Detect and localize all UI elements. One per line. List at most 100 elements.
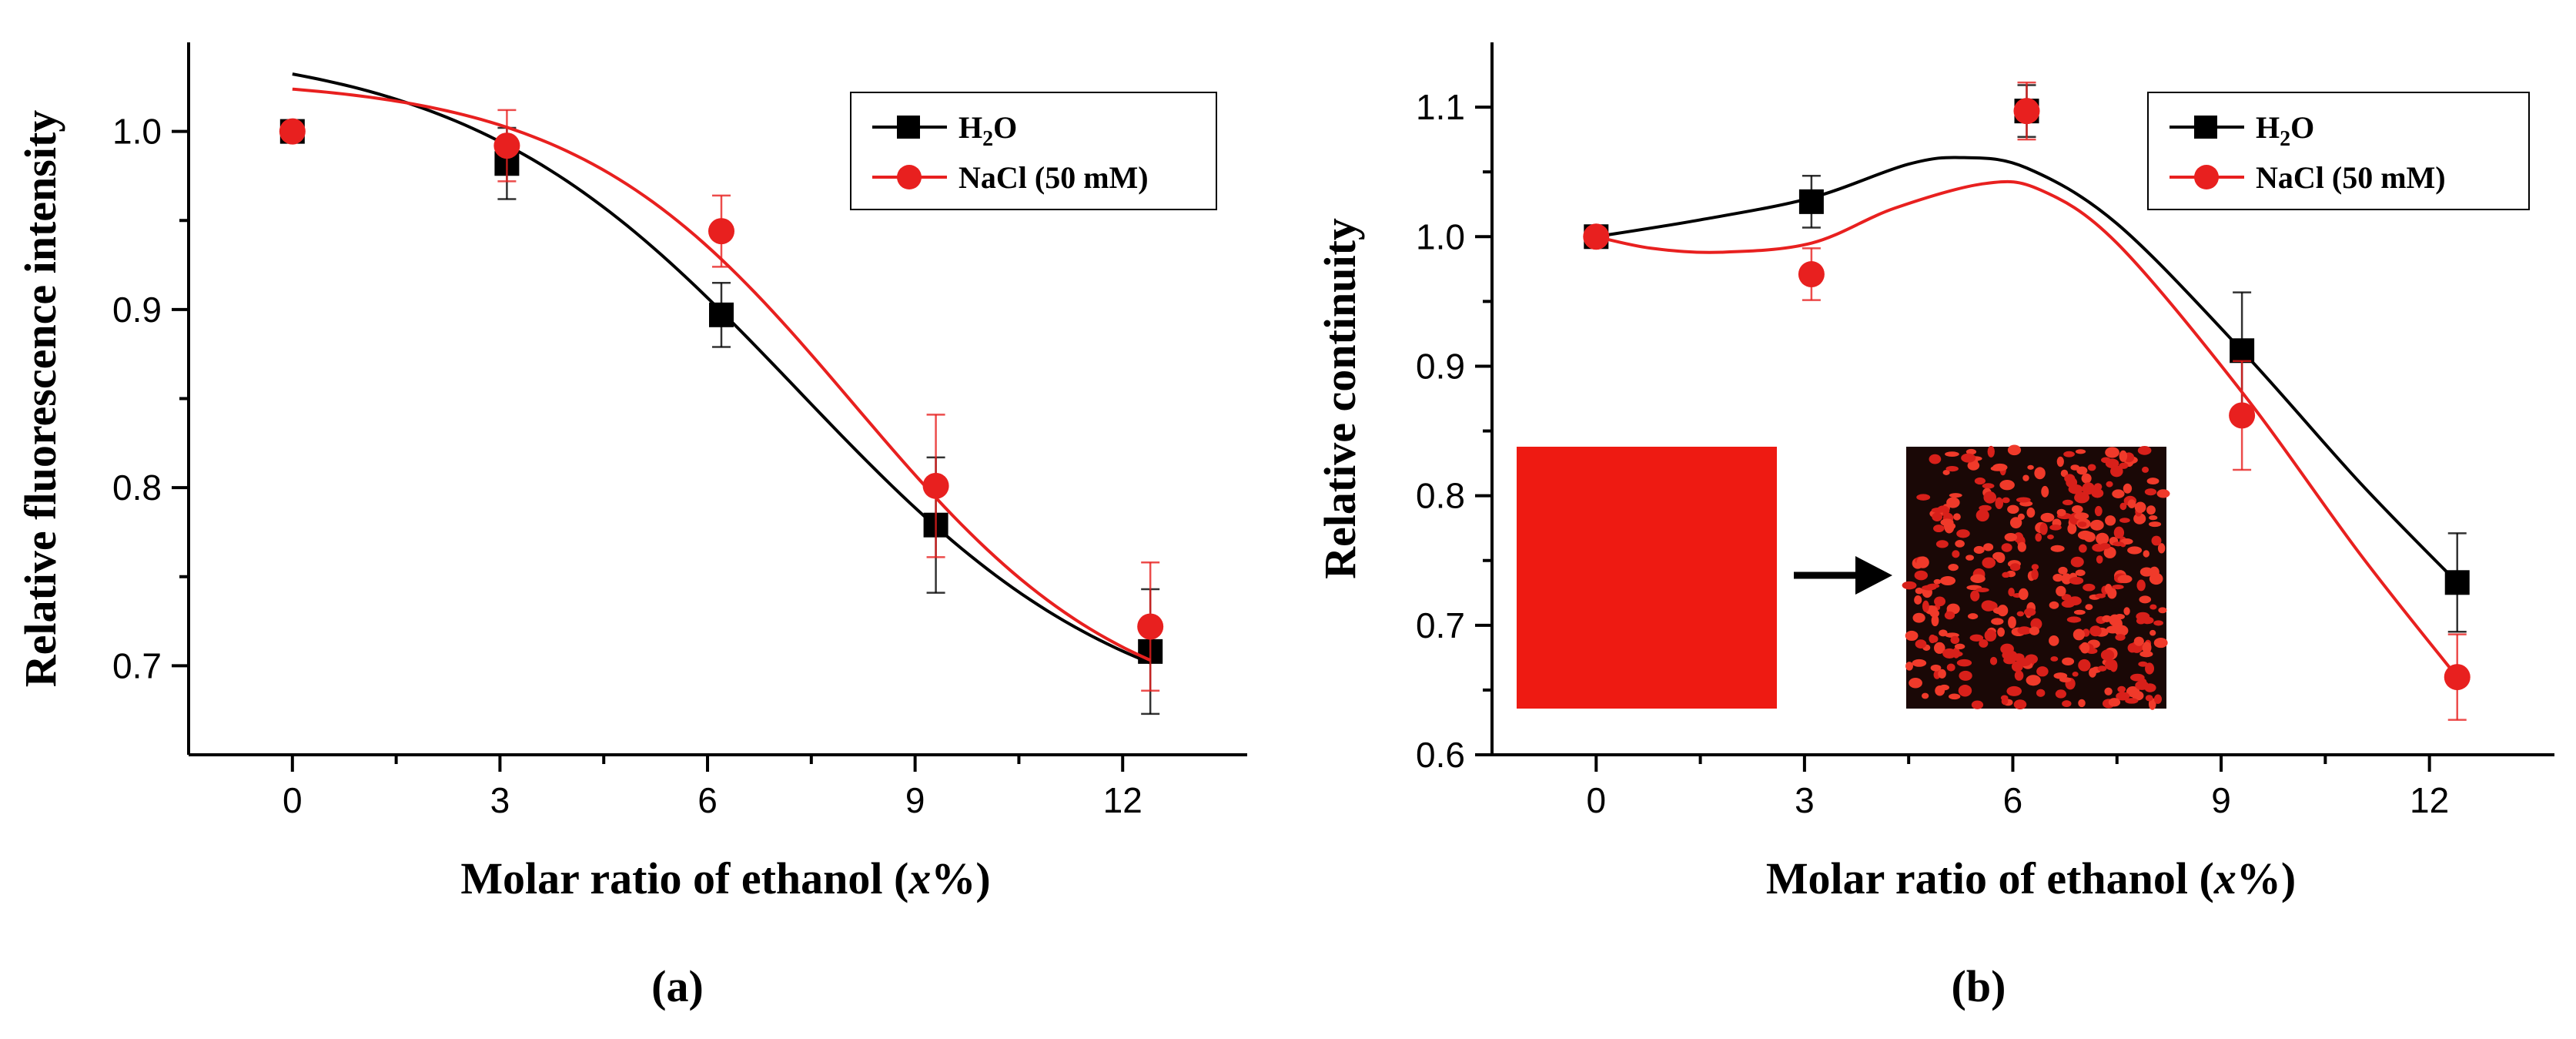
micrograph-fragment (2052, 574, 2063, 582)
micrograph-fragment (2089, 668, 2096, 678)
micrograph-fragment (2127, 643, 2137, 653)
x-tick-label: 3 (1795, 780, 1815, 820)
micrograph-fragment (2056, 456, 2064, 468)
micrograph-fragment (2075, 449, 2086, 454)
micrograph-fragment (2018, 658, 2032, 667)
series-nacl (279, 87, 1164, 692)
micrograph-fragment (1935, 540, 1949, 548)
micrograph-fragment (2061, 600, 2076, 608)
micrograph-fragment (1921, 692, 1929, 699)
micrograph-fragment (2031, 568, 2039, 580)
micrograph-fragment (2018, 588, 2029, 600)
legend-label-sub: 2 (982, 127, 993, 151)
micrograph-fragment (2146, 505, 2156, 515)
micrograph-fragment (2104, 687, 2113, 695)
micrograph-fragment (2008, 616, 2016, 628)
micrograph-fragment (2106, 481, 2113, 488)
micrograph-fragment (2056, 508, 2066, 517)
data-point-circle (2013, 98, 2040, 125)
micrograph-fragment (2050, 656, 2059, 662)
micrograph-fragment (2112, 489, 2125, 498)
data-point-circle (1137, 613, 1164, 640)
data-point-square (2230, 338, 2255, 364)
micrograph-fragment (2119, 502, 2127, 511)
micrograph-fragment (2068, 484, 2083, 494)
micrograph-fragment (2117, 685, 2126, 693)
data-point-square (2444, 570, 2470, 595)
micrograph-fragment (2151, 535, 2162, 546)
legend-marker-square (897, 116, 920, 139)
micrograph-fragment (2149, 515, 2158, 521)
x-axis-label: Molar ratio of ethanol (x%) (1766, 853, 2296, 903)
micrograph-fragment (2049, 601, 2059, 609)
legend-label: NaCl (50 mM) (958, 160, 1149, 195)
y-tick-label: 0.9 (112, 290, 162, 330)
y-axis-label: Relative fluorescence intensity (15, 110, 65, 688)
micrograph-fragment (2109, 659, 2118, 672)
micrograph-fragment (1954, 643, 1965, 650)
micrograph-fragment (2087, 464, 2096, 471)
micrograph-fragment (1969, 634, 1984, 642)
micrograph-fragment (2074, 491, 2090, 504)
micrograph-fragment (2062, 499, 2073, 505)
micrograph-fragment (2106, 625, 2119, 634)
micrograph-fragment (1958, 684, 1972, 697)
y-tick-label: 0.8 (1416, 476, 1465, 516)
data-point-circle (708, 218, 734, 245)
micrograph-fragment (1974, 477, 1986, 485)
micrograph-fragment (2074, 512, 2089, 520)
micrograph-fragment (1915, 587, 1924, 595)
micrograph-fragment (1929, 634, 1936, 644)
micrograph-fragment (2143, 550, 2149, 558)
micrograph-fragment (2105, 515, 2116, 526)
micrograph-before (1517, 447, 1777, 709)
micrograph-fragment (1948, 563, 1959, 571)
micrograph-fragment (2036, 689, 2046, 697)
micrograph-fragment (1930, 664, 1942, 672)
micrograph-fragment (2007, 444, 2022, 456)
micrograph-fragment (2031, 564, 2039, 571)
micrograph-fragment (2139, 595, 2152, 604)
micrograph-fragment (2100, 649, 2115, 661)
micrograph-fragment (1912, 659, 1927, 667)
chart-panel-b: 0 3 6 9 12 0.6 0.7 0.8 0.9 1.0 1.1 Relative continu… (1315, 42, 2554, 1011)
legend-marker-square (2194, 116, 2217, 139)
micrograph-fragment (2059, 677, 2072, 682)
micrograph-fragment (2103, 546, 2116, 558)
micrograph-fragment (1933, 578, 1942, 585)
micrograph-fragment (1982, 483, 1995, 489)
micrograph-fragment (1934, 642, 1945, 654)
micrograph-fragment (2115, 614, 2125, 620)
micrograph-fragment (2156, 489, 2170, 498)
micrograph-fragment (2119, 518, 2130, 523)
micrograph-fragment (1915, 639, 1927, 649)
fit-curve (1595, 156, 2459, 584)
micrograph-fragment (2026, 507, 2036, 518)
y-tick-label: 0.7 (1416, 605, 1465, 645)
micrograph-fragment (2047, 534, 2054, 540)
micrograph-fragment (2008, 588, 2015, 597)
micrograph-fragment (2004, 532, 2018, 542)
micrograph-fragment (2040, 512, 2055, 522)
micrograph-fragment (1965, 448, 1977, 455)
micrograph-fragment (1948, 693, 1961, 700)
micrograph-fragment (1934, 599, 1945, 606)
micrograph-fragment (1975, 509, 1989, 522)
micrograph-fragment (2108, 698, 2121, 707)
micrograph-fragment (2142, 642, 2152, 654)
y-tick-label: 1.0 (112, 112, 162, 152)
micrograph-fragment (1946, 663, 1955, 672)
legend-label-main: NaCl (50 mM) (958, 160, 1149, 195)
micrograph-fragment (2139, 567, 2153, 577)
micrograph-fragment (2041, 485, 2049, 498)
x-tick-label: 3 (490, 780, 510, 820)
micrograph-fragment (2105, 447, 2119, 458)
x-axis-label: Molar ratio of ethanol (x%) (460, 853, 990, 903)
micrograph-fragment (2107, 587, 2117, 599)
micrograph-fragment (1949, 493, 1962, 498)
micrograph-fragment (1950, 635, 1960, 645)
micrograph-fragment (2017, 541, 2026, 552)
micrograph-fragment (2083, 531, 2096, 542)
micrograph-fragment (2153, 694, 2163, 704)
